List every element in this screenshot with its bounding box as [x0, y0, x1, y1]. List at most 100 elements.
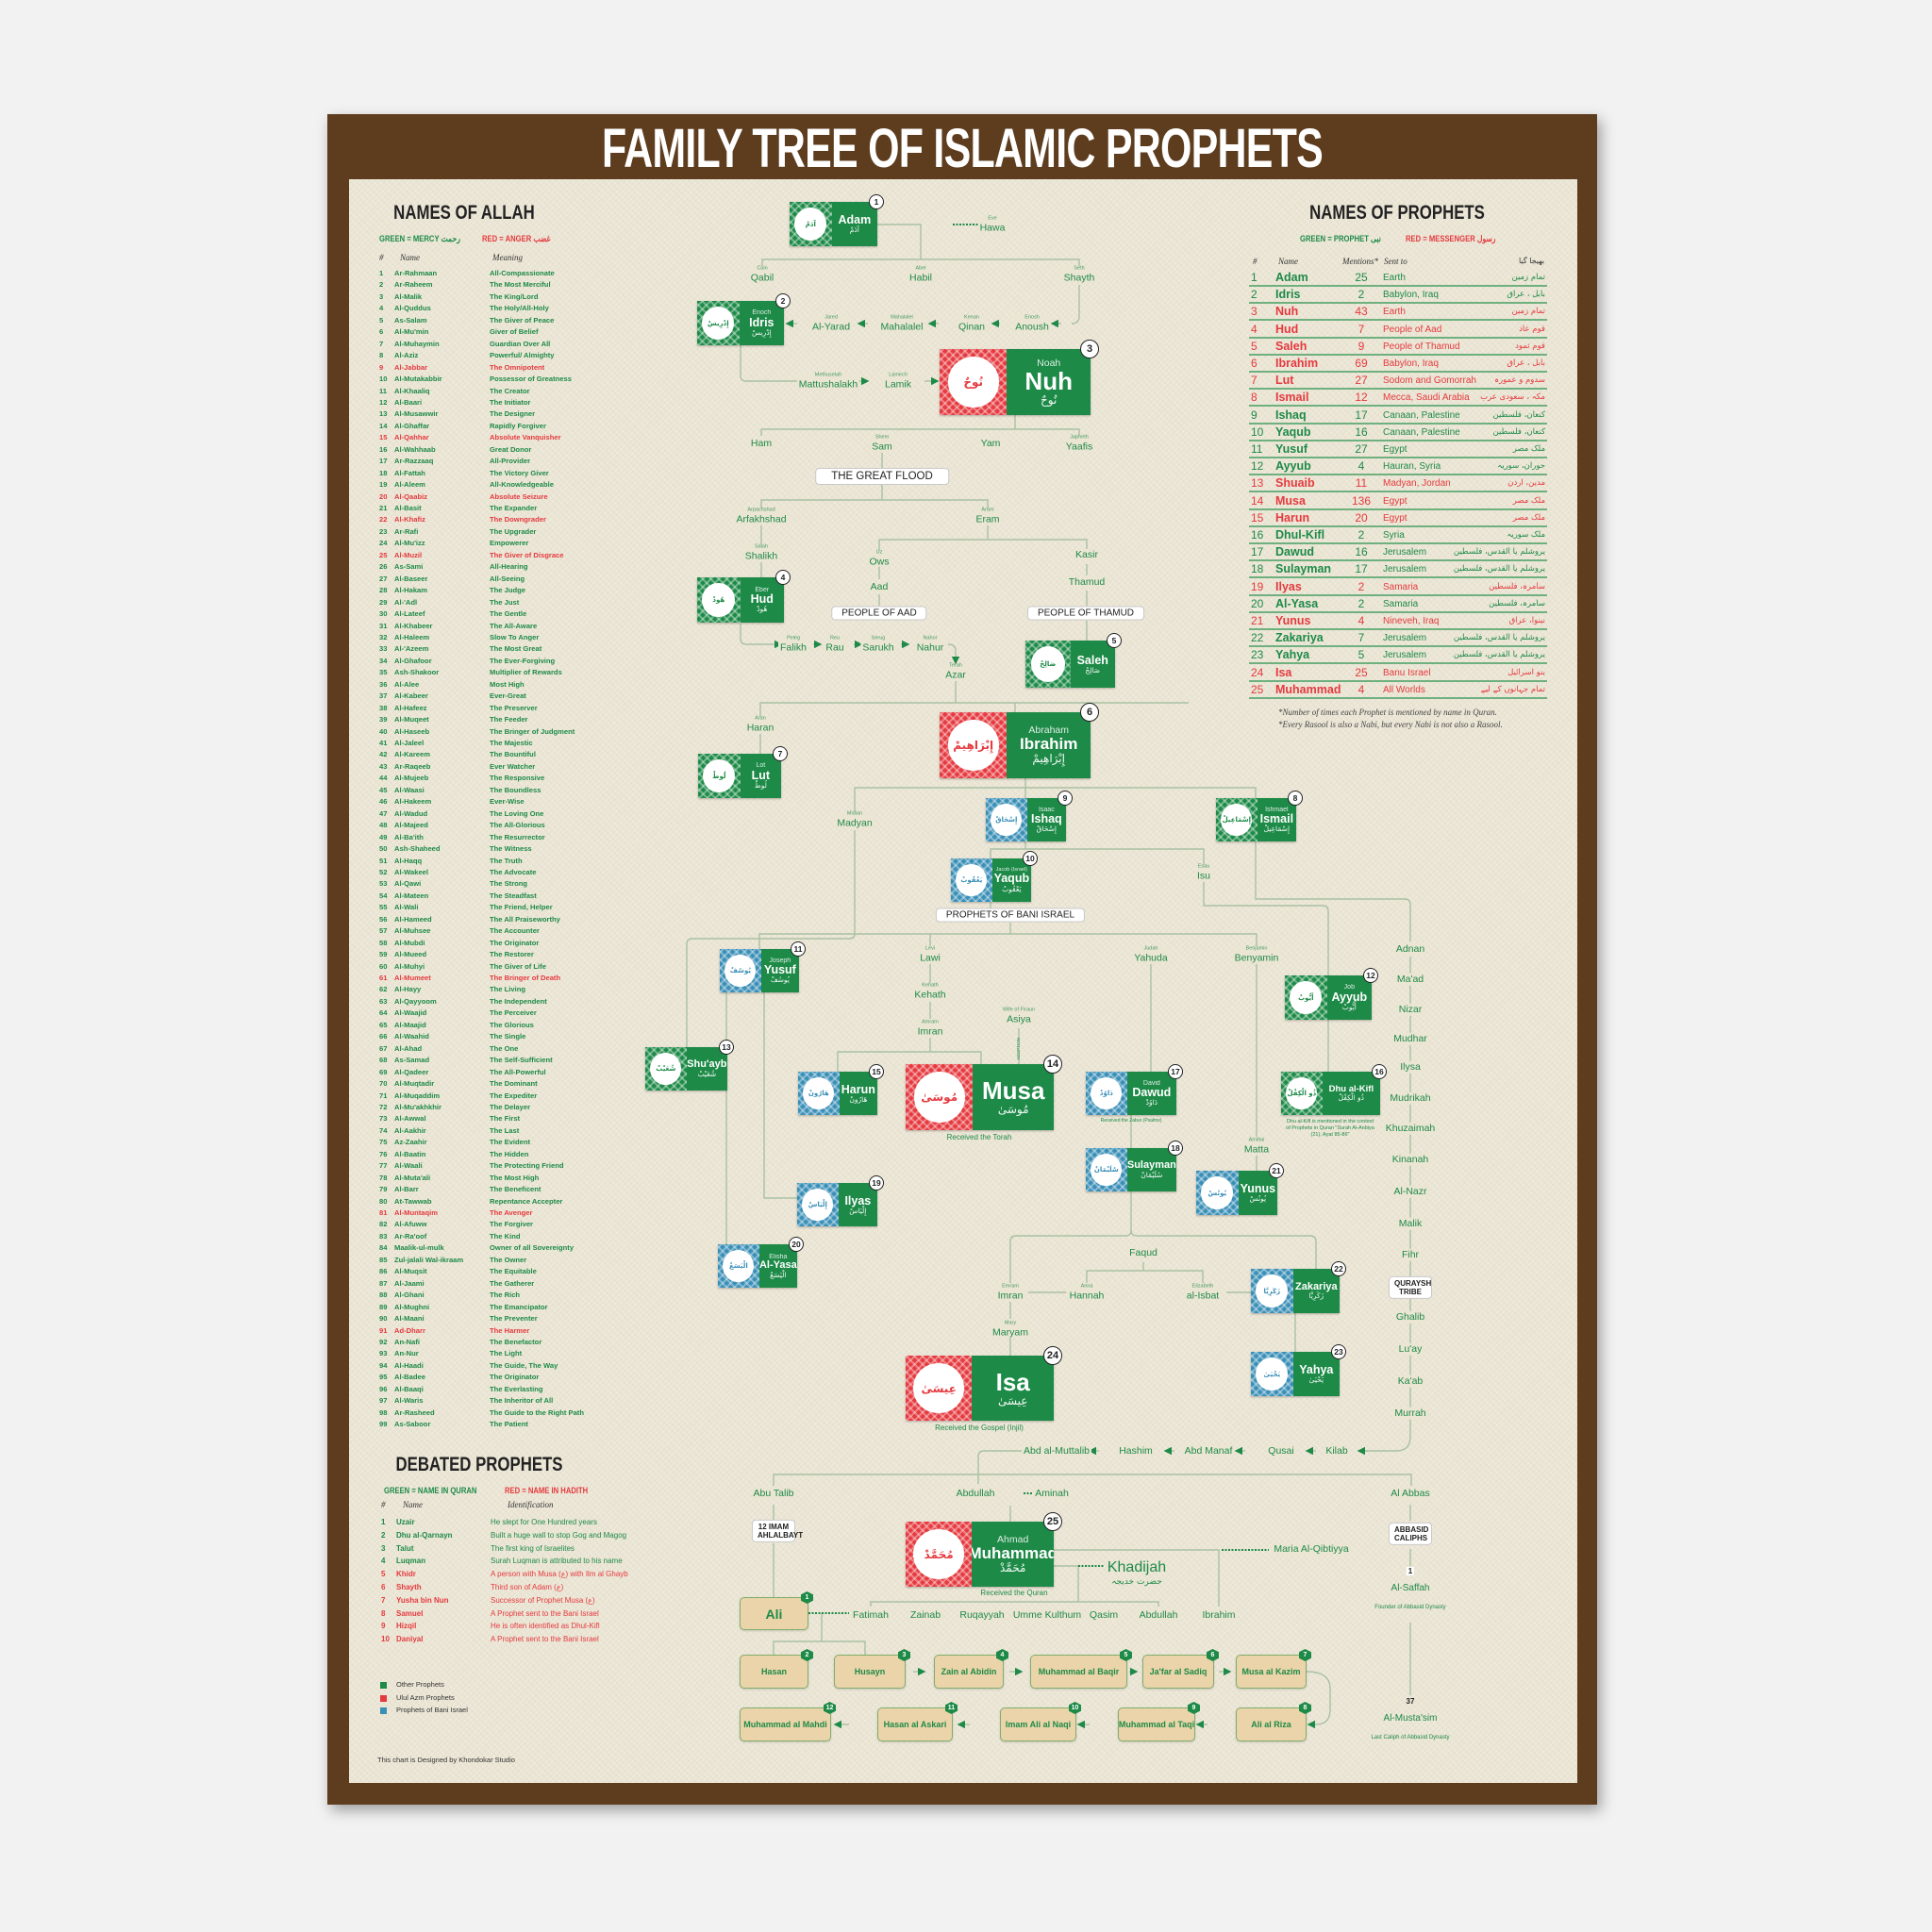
prophet-box-isa[interactable]: عِيسَىٰ Isa عِيسَىٰ 24	[906, 1346, 1062, 1421]
prophet-english-name: Ahmad	[997, 1533, 1029, 1545]
prophet-sent-to-urdu: کنعان، فلسطین	[1492, 409, 1545, 420]
imam-box[interactable]: Imam Ali al Naqi 10	[1000, 1702, 1081, 1741]
imam-box[interactable]: Muhammad al Baqir 5	[1030, 1649, 1132, 1689]
prophet-box-sulayman[interactable]: سُلَيْمَانْ Sulayman سُلَيْمَانْ 18	[1086, 1141, 1183, 1191]
prophet-box-dhualkifl[interactable]: ذُو الْكِفْلْ Dhu al-Kifl ذُو الْكِفْلْ 16	[1281, 1064, 1387, 1115]
imam-box[interactable]: Muhammad al Mahdi 12	[740, 1702, 836, 1741]
prophet-box-ilyas[interactable]: إِلْيَاسْ Ilyas إِلْيَاسْ 19	[797, 1175, 884, 1226]
allah-name-num: 45	[379, 785, 388, 794]
prophet-box-shuayb[interactable]: شُعَيْبْ Shu'ayb شُعَيْبْ 13	[645, 1040, 734, 1091]
allah-name-meaning: The Delayer	[490, 1102, 531, 1111]
prophet-box-harun[interactable]: هَارُونْ Harun هَارُونْ 15	[798, 1064, 884, 1115]
connector-line	[686, 830, 856, 1047]
imam-number-badge: 7	[1299, 1649, 1311, 1661]
prophet-box-ismail[interactable]: إِسْمَاعِيلْ Ishmael Ismail إِسْمَاعِيلْ 8	[1216, 791, 1303, 841]
lineage-label: Malik	[1396, 1217, 1424, 1230]
allah-name: Al-Hafeez	[394, 703, 427, 712]
prophet-box-ayyub[interactable]: أَيُّوبْ Job Ayyub أَيُّوبْ 12	[1285, 968, 1378, 1020]
ancestor-english-name: Shem	[874, 434, 890, 441]
caption-isa: Received the Gospel (Injil)	[935, 1424, 1024, 1432]
prophet-box-hud[interactable]: هُودْ Eber Hud هُودْ 4	[697, 570, 791, 623]
connector-line	[854, 787, 1257, 811]
prophet-num: 21	[1251, 614, 1264, 627]
debated-num: 8	[381, 1608, 386, 1618]
ancestor-english-name: Jared	[824, 314, 838, 321]
emblem-calligraphy: هُودْ	[702, 582, 736, 618]
lineage-label: Murrah	[1392, 1407, 1428, 1420]
lineage-name: Ka'ab	[1397, 1374, 1424, 1387]
prophet-box-ibrahim[interactable]: إِبْرَاهِيمْ Abraham Ibrahim إِبْرَاهِيمْ 6	[940, 703, 1099, 778]
prophet-box-ishaq[interactable]: إِسْحَاقْ Isaac Ishaq إِسْحَاقْ 9	[986, 791, 1073, 841]
ancestor-name: Abd Manaf	[1184, 1444, 1233, 1457]
footnote-mentions: *Number of times each Prophet is mention…	[1278, 708, 1497, 717]
prophet-box-alyasa[interactable]: الْيَسَعْ Elisha Al-Yasa الْيَسَعْ 20	[718, 1237, 804, 1288]
allah-name: Al-Qadeer	[394, 1067, 429, 1076]
prophet-box-yahya[interactable]: يَحْيَىٰ Yahya يَحْيَىٰ 23	[1251, 1344, 1346, 1396]
imam-box[interactable]: Zain al Abidin 4	[934, 1649, 1008, 1689]
imam-box[interactable]: Ali 1	[740, 1591, 813, 1630]
allah-name-meaning: Absolute Seizure	[490, 491, 548, 501]
prophet-arabic-name: آدَمْ	[849, 225, 859, 235]
prophet-box-lut[interactable]: لُوطْ Lot Lut لُوطْ 7	[698, 746, 788, 798]
prophet-table-row: 22 Zakariya 7 Jerusalem یروشلم یا القدس، فلس…	[1249, 630, 1547, 648]
prophet-name-panel: Enoch Idris إِدْرِيسْ	[739, 301, 784, 345]
ancestor-label: Wife of Firaun Asiya	[1000, 1008, 1038, 1024]
prophet-num: 17	[1251, 545, 1264, 559]
imam-name: Musa al Kazim	[1241, 1667, 1301, 1676]
prophet-name: Lut	[1275, 374, 1294, 388]
prophet-box-musa[interactable]: مُوسَىٰ Musa مُوسَىٰ 14	[906, 1055, 1062, 1130]
imam-box[interactable]: Hasan 2	[740, 1649, 813, 1689]
ancestor-name: Lawi	[920, 952, 941, 963]
prophet-sent-to-urdu: بنو اسرائیل	[1507, 667, 1545, 677]
allah-name-num: 30	[379, 609, 388, 619]
imam-box[interactable]: Ja'far al Sadiq 6	[1142, 1649, 1219, 1689]
allah-name-num: 84	[379, 1243, 388, 1253]
allah-name-meaning: The Emancipator	[490, 1302, 548, 1311]
ancestor-english-name: Seth	[1074, 265, 1085, 272]
prophet-box-yusuf[interactable]: يُوسُفْ Joseph Yusuf يُوسُفْ 11	[720, 941, 806, 992]
ancestor-english-name: Nahor	[923, 635, 938, 641]
allah-name: Al-Musawwir	[394, 409, 439, 419]
prophet-sent-to-urdu: ملک مصر	[1512, 495, 1545, 506]
allah-name-num: 3	[379, 291, 384, 301]
prophet-mentions: 27	[1355, 374, 1368, 388]
allah-name-meaning: The Gatherer	[490, 1278, 535, 1288]
ancestor-name: Yam	[980, 437, 1001, 449]
allah-name-meaning: The Hidden	[490, 1149, 529, 1158]
allah-name: Al-Afuww	[394, 1220, 427, 1229]
allah-name-meaning: The Glorious	[490, 1020, 534, 1029]
prophet-box-dawud[interactable]: دَاوُدْ David Dawud دَاوُدْ 17	[1086, 1064, 1183, 1115]
allah-name-num: 14	[379, 421, 388, 430]
allah-name: Ar-Ra'oof	[394, 1231, 427, 1241]
imam-box[interactable]: Ali al Riza 8	[1236, 1702, 1311, 1741]
emblem-calligraphy: آدَمْ	[794, 207, 827, 242]
imam-box[interactable]: Hasan al Askari 11	[877, 1702, 958, 1741]
prophet-name: Saleh	[1275, 339, 1307, 353]
debated-num: 9	[381, 1622, 386, 1631]
prophet-box-nuh[interactable]: نُوحٌ Noah Nuh نُوحٌ 3	[940, 340, 1099, 415]
allah-name-meaning: The Judge	[490, 586, 525, 595]
allah-name-num: 97	[379, 1396, 388, 1406]
imam-box[interactable]: Muhammad al Taqi 9	[1118, 1702, 1200, 1741]
prophet-box-idris[interactable]: إِدْرِيسْ Enoch Idris إِدْرِيسْ 2	[697, 293, 791, 345]
lineage-label: Mudhar	[1391, 1032, 1429, 1045]
ancestor-name: Eram	[975, 513, 1000, 525]
imam-box[interactable]: Husayn 3	[834, 1649, 910, 1689]
ancestor-english-name: Aram	[981, 507, 994, 513]
prophet-box-saleh[interactable]: صَالِحْ Saleh صَالِحْ 5	[1025, 633, 1122, 688]
prophet-box-zakariya[interactable]: زَكَرِيَّا Zakariya زَكَرِيَّا 22	[1251, 1261, 1346, 1313]
prophet-box-yaqub[interactable]: يَعْقُوبْ Jacob (Israel) Yaqub يَعْقُوبْ 10	[951, 851, 1038, 902]
allah-name: Al-Alee	[394, 679, 420, 689]
prophet-sent-to: People of Thamud	[1383, 341, 1460, 352]
ancestor-name: Mattushalakh	[798, 378, 858, 390]
prophet-box-yunus[interactable]: يُونُسْ Yunus يُونُسْ 21	[1196, 1163, 1284, 1215]
prophet-box-adam[interactable]: آدَمْ Adam آدَمْ 1	[790, 194, 884, 246]
prophet-box-muhammad[interactable]: مُحَمَّدْ Ahmad Muhammad مُحَمَّدْ 25	[906, 1512, 1062, 1587]
imam-box[interactable]: Musa al Kazim 7	[1236, 1649, 1311, 1689]
ancestor-english-name: Benjamin	[1245, 945, 1268, 952]
child-label: Qasim	[1087, 1608, 1121, 1622]
prophet-num: 7	[1251, 374, 1257, 388]
prophet-arabic-name: نُوحٌ	[1041, 392, 1058, 407]
key-swatch	[380, 1682, 387, 1689]
prophet-name-panel: Shu'ayb شُعَيْبْ	[686, 1047, 727, 1091]
